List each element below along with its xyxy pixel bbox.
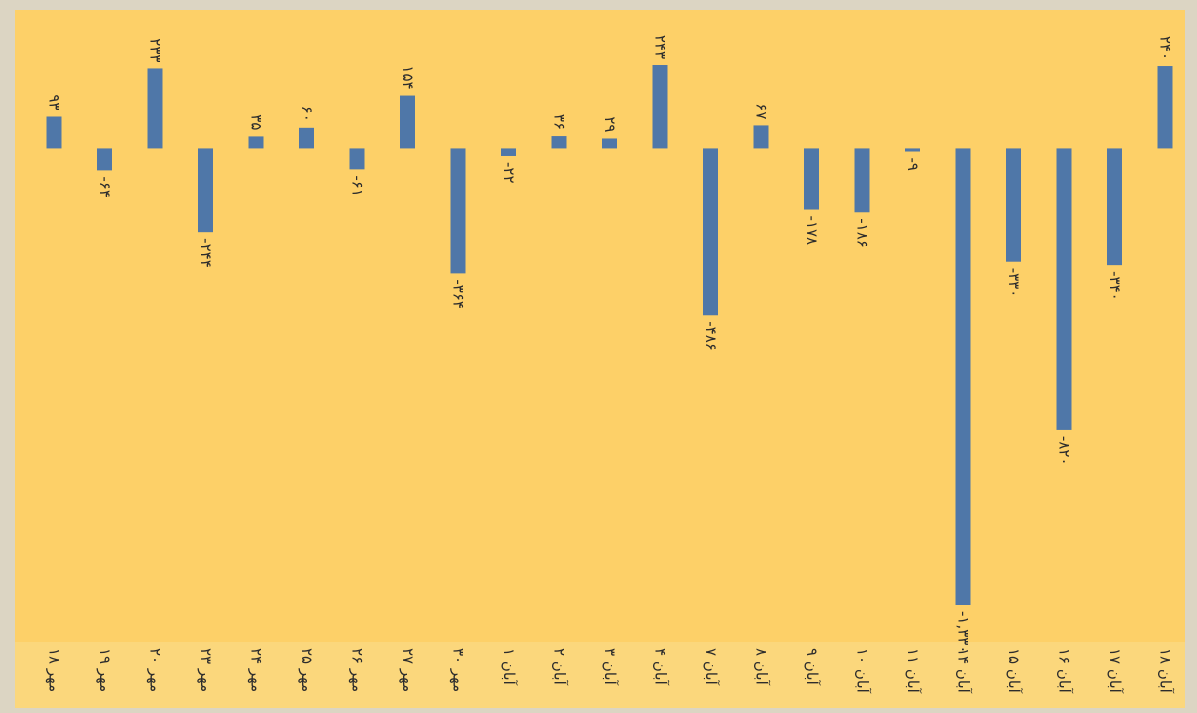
- bar: [1006, 148, 1021, 262]
- bar: [501, 148, 516, 156]
- bar: [551, 136, 567, 149]
- value-label: -۳۶۴: [450, 279, 468, 309]
- x-tick-label: ۷ آبان: [702, 648, 720, 686]
- x-tick-label: ۱۸ آبان: [1157, 648, 1175, 694]
- x-tick-label: ۲۳ مهر: [197, 648, 215, 692]
- bar: [905, 148, 920, 152]
- value-label: -۹: [904, 158, 922, 171]
- value-label: -۲۴۴: [197, 238, 215, 268]
- x-tick-label: ۱۶ آبان: [1056, 648, 1074, 694]
- value-label: -۳۳۰: [1005, 268, 1023, 298]
- value-label: ۳۶: [551, 114, 569, 130]
- bar: [400, 95, 415, 149]
- x-tick-label: ۱۸ مهر: [46, 648, 64, 692]
- bar: [703, 148, 718, 316]
- bar: [753, 125, 769, 149]
- bar: [198, 148, 213, 233]
- x-tick-label: ۱۱ آبان: [904, 648, 922, 694]
- value-label: ۶۰: [298, 106, 316, 122]
- value-label: -۲۲: [500, 162, 518, 184]
- value-label: -۱۸۶: [854, 218, 872, 248]
- bar: [804, 148, 819, 210]
- bar: [349, 148, 365, 170]
- x-tick-label: ۳۰ مهر: [450, 648, 468, 692]
- value-label: ۲۴۰: [1157, 36, 1175, 60]
- bar: [955, 148, 971, 605]
- bar: [1107, 148, 1122, 266]
- value-label: -۴۸۶: [702, 321, 720, 351]
- value-label: -۶۱: [349, 175, 367, 197]
- x-tick-label: ۲۰ مهر: [147, 648, 165, 692]
- label-band: [15, 642, 1185, 708]
- value-label: ۲۹: [601, 116, 619, 132]
- x-tick-label: ۱۹ مهر: [96, 648, 114, 692]
- bar: [1056, 148, 1072, 430]
- bar: [299, 127, 314, 149]
- x-tick-label: ۱۷ آبان: [1106, 648, 1124, 694]
- bar: [46, 116, 62, 149]
- bar: [147, 68, 163, 149]
- plot-area: [15, 10, 1185, 642]
- value-label: -۱,۳۳۰: [955, 611, 973, 653]
- x-tick-label: ۱۴ آبان: [955, 648, 973, 694]
- x-tick-label: ۱ آبان: [500, 648, 518, 686]
- value-label: ۶۷: [753, 103, 771, 119]
- bar: [248, 136, 264, 149]
- value-label: -۱۷۸: [803, 216, 821, 246]
- bar: [97, 148, 112, 171]
- value-label: ۲۳۳: [147, 38, 165, 62]
- x-tick-label: ۱۵ آبان: [1005, 648, 1023, 694]
- bar: [1157, 66, 1173, 149]
- value-label: -۸۲۰: [1056, 436, 1074, 466]
- x-tick-label: ۲ آبان: [551, 648, 569, 686]
- x-tick-label: ۳ آبان: [601, 648, 619, 686]
- value-label: ۹۳: [46, 94, 64, 110]
- value-label: -۶۴: [96, 176, 114, 198]
- bar: [602, 138, 617, 149]
- x-tick-label: ۲۴ مهر: [248, 648, 266, 692]
- value-label: ۲۴۳: [652, 35, 670, 59]
- x-tick-label: ۴ آبان: [652, 648, 670, 686]
- bar: [450, 148, 466, 274]
- x-tick-label: ۱۰ آبان: [854, 648, 872, 694]
- x-tick-label: ۲۵ مهر: [298, 648, 316, 692]
- x-tick-label: ۹ آبان: [803, 648, 821, 686]
- bar: [854, 148, 870, 213]
- value-label: -۳۴۰: [1106, 271, 1124, 301]
- x-tick-label: ۲۶ مهر: [349, 648, 367, 692]
- x-tick-label: ۲۷ مهر: [399, 648, 417, 692]
- value-label: ۱۵۴: [399, 65, 417, 89]
- value-label: ۳۵: [248, 114, 266, 130]
- x-tick-label: ۸ آبان: [753, 648, 771, 686]
- bar: [652, 65, 668, 149]
